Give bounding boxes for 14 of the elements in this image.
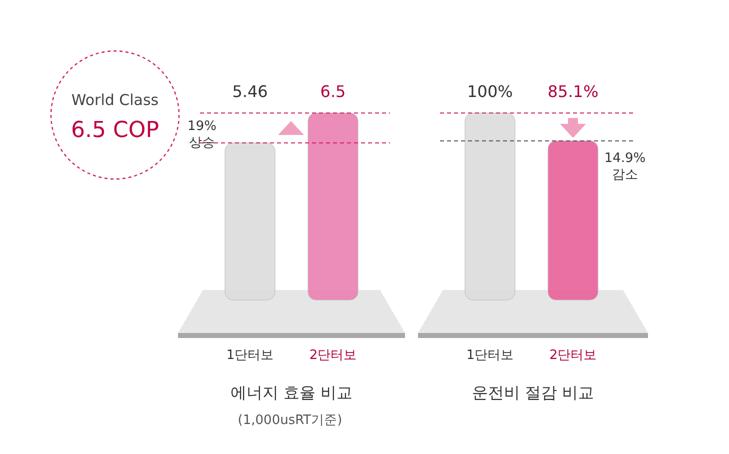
- x-tick-label: 2단터보: [549, 348, 597, 363]
- x-tick-label: 2단터보: [309, 348, 357, 363]
- annotation: 14.9% 감소: [604, 151, 646, 182]
- x-tick-label: 1단터보: [226, 348, 274, 363]
- data-label: 5.46: [232, 82, 268, 101]
- x-axis-title: 운전비 절감 비교: [472, 383, 594, 402]
- data-label: 85.1%: [548, 82, 598, 101]
- annotation: 19% 상승: [188, 119, 216, 150]
- x-axis-title: 에너지 효율 비교: [230, 383, 353, 402]
- text: (1,000usRT기준): [238, 413, 342, 428]
- data-label: 100%: [467, 82, 513, 101]
- x-tick-label: 1단터보: [466, 348, 514, 363]
- text: World Class 6.5 COP: [71, 91, 159, 143]
- data-label: 6.5: [320, 82, 346, 101]
